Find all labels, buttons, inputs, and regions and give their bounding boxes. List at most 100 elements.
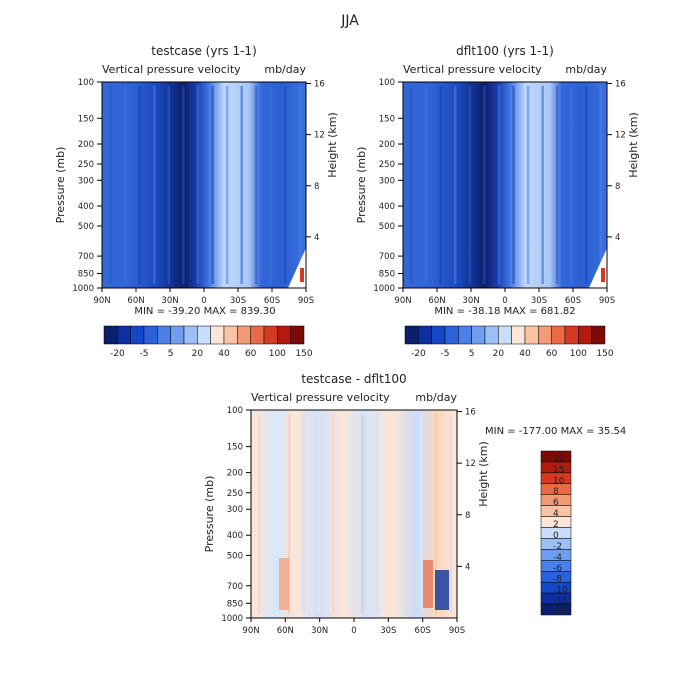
colorbar-swatch — [591, 325, 606, 345]
pressure-tick-label: 700 — [227, 582, 243, 592]
pressure-tick-label: 500 — [78, 222, 94, 232]
pressure-tick-label: 100 — [227, 406, 243, 416]
colorbar-label: 10 — [553, 476, 565, 486]
contour-band — [483, 86, 486, 284]
colorbar-label: 40 — [218, 349, 230, 359]
colorbar-label: 8 — [553, 487, 559, 497]
contour-band — [123, 86, 127, 284]
colorbar-label: 20 — [493, 349, 505, 359]
height-tick-label: 8 — [314, 182, 319, 192]
pressure-tick-label: 150 — [227, 443, 243, 453]
height-tick-label: 16 — [615, 80, 626, 90]
height-tick-label: 8 — [465, 511, 470, 521]
corner-feature-red — [601, 268, 605, 282]
lat-tick-label: 30S — [230, 296, 246, 306]
colorbar-swatch — [578, 325, 592, 345]
contour-band — [570, 86, 574, 284]
panel-units: mb/day — [565, 63, 607, 76]
pressure-tick-label: 250 — [78, 160, 94, 170]
contour-band — [258, 414, 261, 614]
diff-band-red — [279, 558, 289, 610]
height-tick-label: 4 — [314, 233, 319, 243]
pressure-tick-label: 300 — [227, 505, 243, 515]
contour-band — [585, 86, 588, 284]
contour-band — [331, 414, 335, 614]
pressure-tick-label: 200 — [227, 469, 243, 479]
contour-band — [526, 86, 530, 284]
pressure-tick-label: 250 — [379, 160, 395, 170]
lat-tick-label: 60N — [277, 626, 294, 636]
panel-units: mb/day — [415, 391, 457, 404]
pressure-tick-label: 100 — [78, 78, 94, 88]
pressure-tick-label: 850 — [227, 599, 243, 609]
panel-subtitle: Vertical pressure velocity — [102, 63, 241, 76]
lat-tick-label: 0 — [201, 296, 206, 306]
colorbar-label: 150 — [295, 349, 312, 359]
contour-band — [405, 414, 408, 614]
panel-3: testcase - dflt100 Vertical pressure velo… — [203, 372, 626, 636]
contour-band — [468, 86, 472, 284]
height-tick-label: 4 — [465, 562, 470, 572]
colorbar-label: -8 — [553, 575, 562, 585]
contour-band — [420, 414, 423, 614]
colorbar-swatch — [540, 603, 572, 616]
corner-feature-blue — [435, 570, 449, 610]
lat-tick-label: 90S — [298, 296, 314, 306]
colorbar-label: -5 — [140, 349, 149, 359]
lat-tick-label: 30N — [161, 296, 178, 306]
colorbar-swatch — [197, 325, 211, 345]
colorbar-swatch — [538, 325, 552, 345]
lat-tick-label: 60S — [415, 626, 431, 636]
colorbar-label: 2 — [553, 520, 559, 530]
colorbar-label: 60 — [245, 349, 257, 359]
colorbar-label: -2 — [553, 542, 562, 552]
height-tick-label: 4 — [615, 233, 620, 243]
lat-tick-label: 90S — [599, 296, 615, 306]
y-axis-label: Pressure (mb) — [355, 147, 368, 224]
lat-tick-label: 30N — [462, 296, 479, 306]
lat-tick-label: 90N — [394, 296, 411, 306]
colorbar-swatch — [404, 325, 419, 345]
pressure-tick-label: 100 — [379, 78, 395, 88]
colorbar-swatch — [290, 325, 305, 345]
pressure-tick-label: 250 — [227, 489, 243, 499]
contour-band — [434, 414, 438, 614]
lat-tick-label: 0 — [502, 296, 507, 306]
y-axis-label: Pressure (mb) — [203, 476, 216, 553]
colorbar-swatch — [458, 325, 472, 345]
contour-band — [273, 414, 276, 614]
contour-band — [109, 86, 112, 284]
contour-band — [302, 414, 305, 614]
colorbar-swatch — [250, 325, 265, 345]
contour-band — [361, 414, 364, 614]
colorbar-label: 15 — [553, 465, 564, 475]
figure-title: JJA — [340, 13, 359, 29]
height-tick-label: 12 — [314, 131, 325, 141]
contour-band — [298, 86, 302, 284]
colorbar-swatch — [498, 325, 512, 345]
y-axis-right-label: Height (km) — [477, 441, 490, 507]
colorbar-label: 40 — [519, 349, 531, 359]
height-tick-label: 16 — [465, 408, 476, 418]
colorbar-label: 20 — [192, 349, 204, 359]
pressure-tick-label: 150 — [379, 114, 395, 124]
pressure-tick-label: 300 — [78, 176, 94, 186]
colorbar-label: 5 — [168, 349, 174, 359]
contour-band — [287, 414, 291, 614]
panel-subtitle: Vertical pressure velocity — [251, 391, 390, 404]
contour-band — [240, 86, 243, 284]
pressure-tick-label: 1000 — [72, 284, 94, 294]
min-max-text: MIN = -38.18 MAX = 681.82 — [434, 306, 575, 317]
contour-band — [284, 86, 287, 284]
contour-band — [182, 86, 185, 284]
pressure-tick-label: 300 — [379, 176, 395, 186]
pressure-tick-label: 500 — [379, 222, 395, 232]
colorbar-swatch — [418, 325, 432, 345]
colorbar-swatch — [263, 325, 278, 345]
pressure-tick-label: 700 — [379, 252, 395, 262]
pressure-tick-label: 200 — [379, 140, 395, 150]
contour-band — [225, 86, 229, 284]
contour-band — [317, 414, 320, 614]
colorbar-swatch — [524, 325, 539, 345]
panel-subtitle: Vertical pressure velocity — [403, 63, 542, 76]
